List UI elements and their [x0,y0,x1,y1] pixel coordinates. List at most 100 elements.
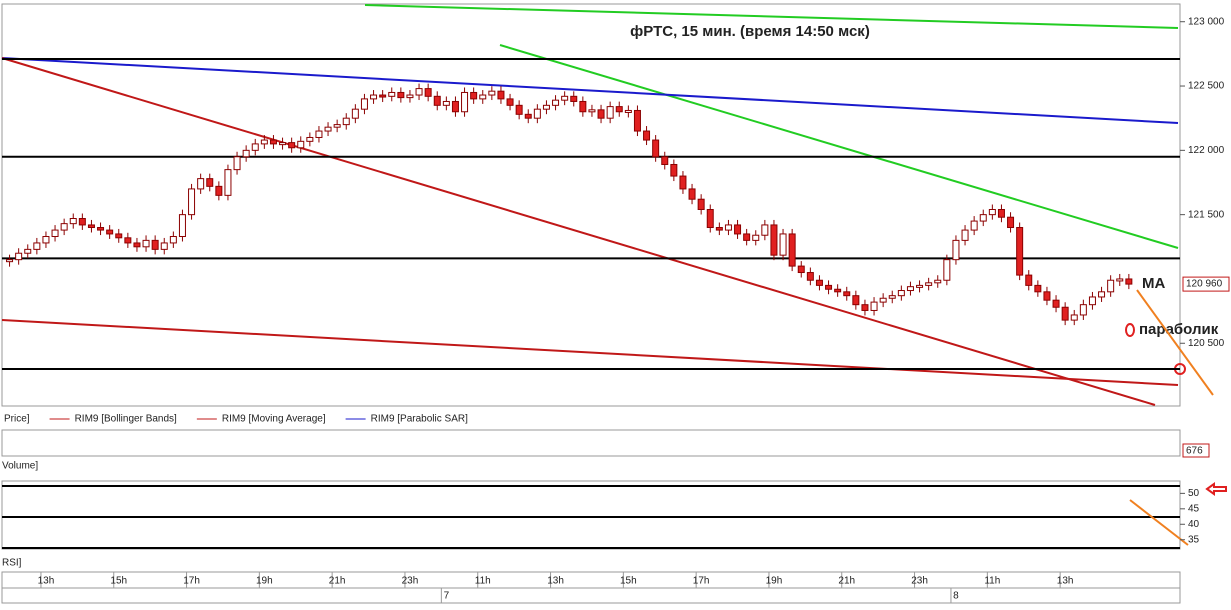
trend-line [499,44,1179,249]
candle [269,139,277,145]
y-tick-label: 35 [1188,534,1200,545]
arrow [1205,482,1227,496]
candle [752,234,760,241]
candle [1034,284,1042,293]
candle [1098,291,1106,298]
candle [24,248,32,254]
x-tick-label: 15h [620,576,637,587]
candle [852,295,860,306]
candle [697,198,705,211]
chart-title: фРТС, 15 мин. (время 14:50 мск) [630,23,870,40]
candle [1043,291,1051,301]
candle [806,272,814,281]
candle [1061,306,1069,321]
candle [215,185,223,196]
trend-line [364,4,1179,29]
candle [106,229,114,235]
annotation: параболик [1139,321,1219,338]
legend-entry: RIM9 [Bollinger Bands] [75,414,177,425]
candle [870,301,878,311]
candle [178,214,186,238]
panel-title: RSI] [2,558,22,569]
volume-last-label: 676 [1186,446,1203,457]
candle [479,94,487,100]
x-tick-label: 17h [693,576,710,587]
volume-last-box [1182,443,1210,458]
candle [879,297,887,303]
candle [597,109,605,119]
candle [370,94,378,100]
candle [124,237,132,244]
candle [470,91,478,100]
candle [633,109,641,132]
candle [15,252,23,261]
candle [961,229,969,241]
candle [988,209,996,216]
day-label: 7 [444,591,450,602]
candle [925,282,933,286]
candle [724,224,732,231]
last-price-box [1182,276,1230,292]
candle [33,242,41,250]
candle [6,259,14,263]
candle [1116,278,1124,282]
candle [1070,314,1078,321]
y-tick-label: 121 500 [1188,209,1225,220]
candle [897,290,905,297]
candle [561,95,569,101]
legend-entry: Price] [4,414,30,425]
candle [415,88,423,96]
candle [506,98,514,106]
candle [60,223,68,231]
candle [69,218,77,225]
candle [233,156,241,171]
candle [242,149,250,158]
candle [224,169,232,196]
trend-line [1,57,1179,124]
candle [461,91,469,113]
candle [42,236,50,244]
arrow [1136,289,1214,396]
trend-line [1,57,1156,406]
candle [1025,274,1033,286]
candle [279,142,287,146]
arrow [1129,499,1189,546]
x-tick-label: 13h [1057,576,1074,587]
candle [87,224,95,229]
candle [1107,279,1115,293]
x-tick-label: 23h [911,576,928,587]
candle [761,224,769,236]
candle [424,88,432,97]
candle [97,227,105,231]
candle [160,242,168,250]
x-tick-label: 13h [38,576,55,587]
x-tick-label: 13h [547,576,564,587]
candle [515,104,523,115]
candle [524,113,532,119]
x-tick-label: 21h [838,576,855,587]
candle [670,163,678,177]
candle [206,178,214,187]
candle [1016,227,1024,276]
x-tick-label: 19h [256,576,273,587]
y-tick-label: 120 500 [1188,338,1225,349]
price-panel [1,3,1181,407]
candle [542,104,550,110]
candle [142,239,150,248]
candle [306,136,314,142]
candle [360,98,368,110]
annotation: MA [1142,275,1165,292]
candle [643,130,651,141]
candle [570,95,578,102]
panel-title: Volume] [2,461,38,472]
candle [169,236,177,244]
y-tick-label: 50 [1188,488,1200,499]
candle [533,108,541,119]
candle [188,188,196,216]
day-label: 8 [953,591,959,602]
candle [379,94,387,98]
candle [315,130,323,138]
y-tick-label: 122 000 [1188,145,1225,156]
